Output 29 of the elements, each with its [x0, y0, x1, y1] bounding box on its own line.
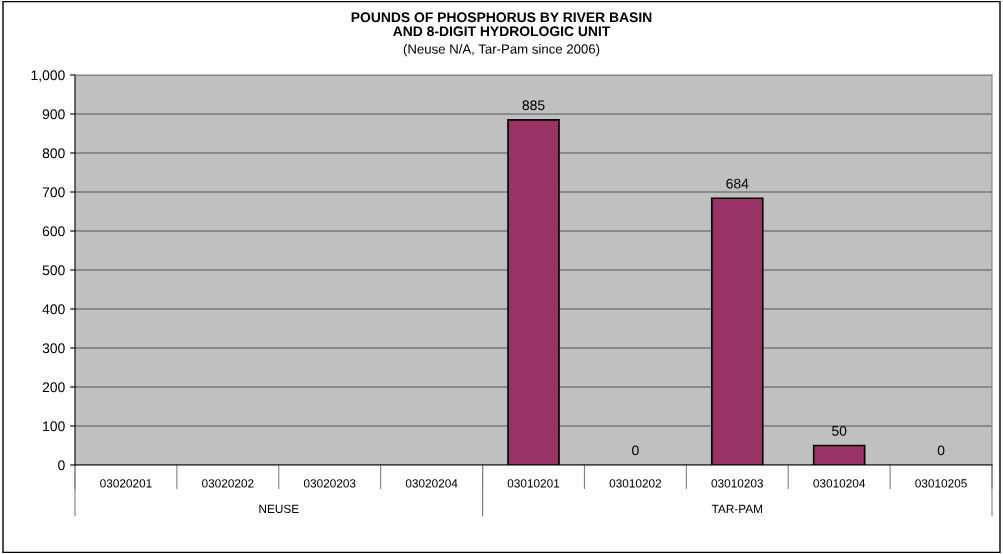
x-tick-label: 03020202 — [202, 479, 254, 488]
y-tick-label: 300 — [42, 343, 65, 354]
x-tick-label: 03010201 — [507, 479, 560, 488]
y-tick-label: 0 — [58, 460, 65, 471]
x-tick-label: 03010204 — [813, 479, 866, 488]
data-label: 50 — [832, 425, 847, 436]
x-tick-label: 03020204 — [405, 479, 458, 488]
data-label: 0 — [632, 445, 639, 456]
y-tick-label: 1,000 — [31, 70, 65, 82]
y-tick-label: 100 — [43, 421, 65, 432]
chart-title: POUNDS OF PHOSPHORUS BY RIVER BASIN AND 8-DIGIT HYDROLOGIC UNIT — [351, 12, 652, 37]
data-label: 684 — [726, 178, 749, 189]
x-tick-label: 03010203 — [711, 479, 764, 488]
x-tick-label: 03020201 — [100, 479, 152, 488]
x-tick-label: 03020203 — [303, 479, 356, 488]
y-tick-label: 500 — [42, 265, 65, 276]
y-tick-label: 700 — [42, 187, 65, 198]
text: TAR-PAM — [711, 504, 762, 513]
data-label: 885 — [522, 100, 545, 111]
chart-subtitle: (Neuse N/A, Tar-Pam since 2006) — [403, 44, 600, 57]
text: NEUSE — [259, 504, 299, 514]
y-tick-label: 200 — [42, 382, 65, 393]
y-tick-label: 800 — [42, 148, 65, 159]
y-tick-label: 900 — [42, 109, 65, 120]
data-label: 0 — [937, 445, 945, 456]
y-tick-label: 400 — [42, 304, 65, 315]
x-tick-label: 03010205 — [915, 479, 967, 488]
y-tick-label: 600 — [42, 226, 65, 237]
x-tick-label: 03010202 — [609, 479, 662, 488]
